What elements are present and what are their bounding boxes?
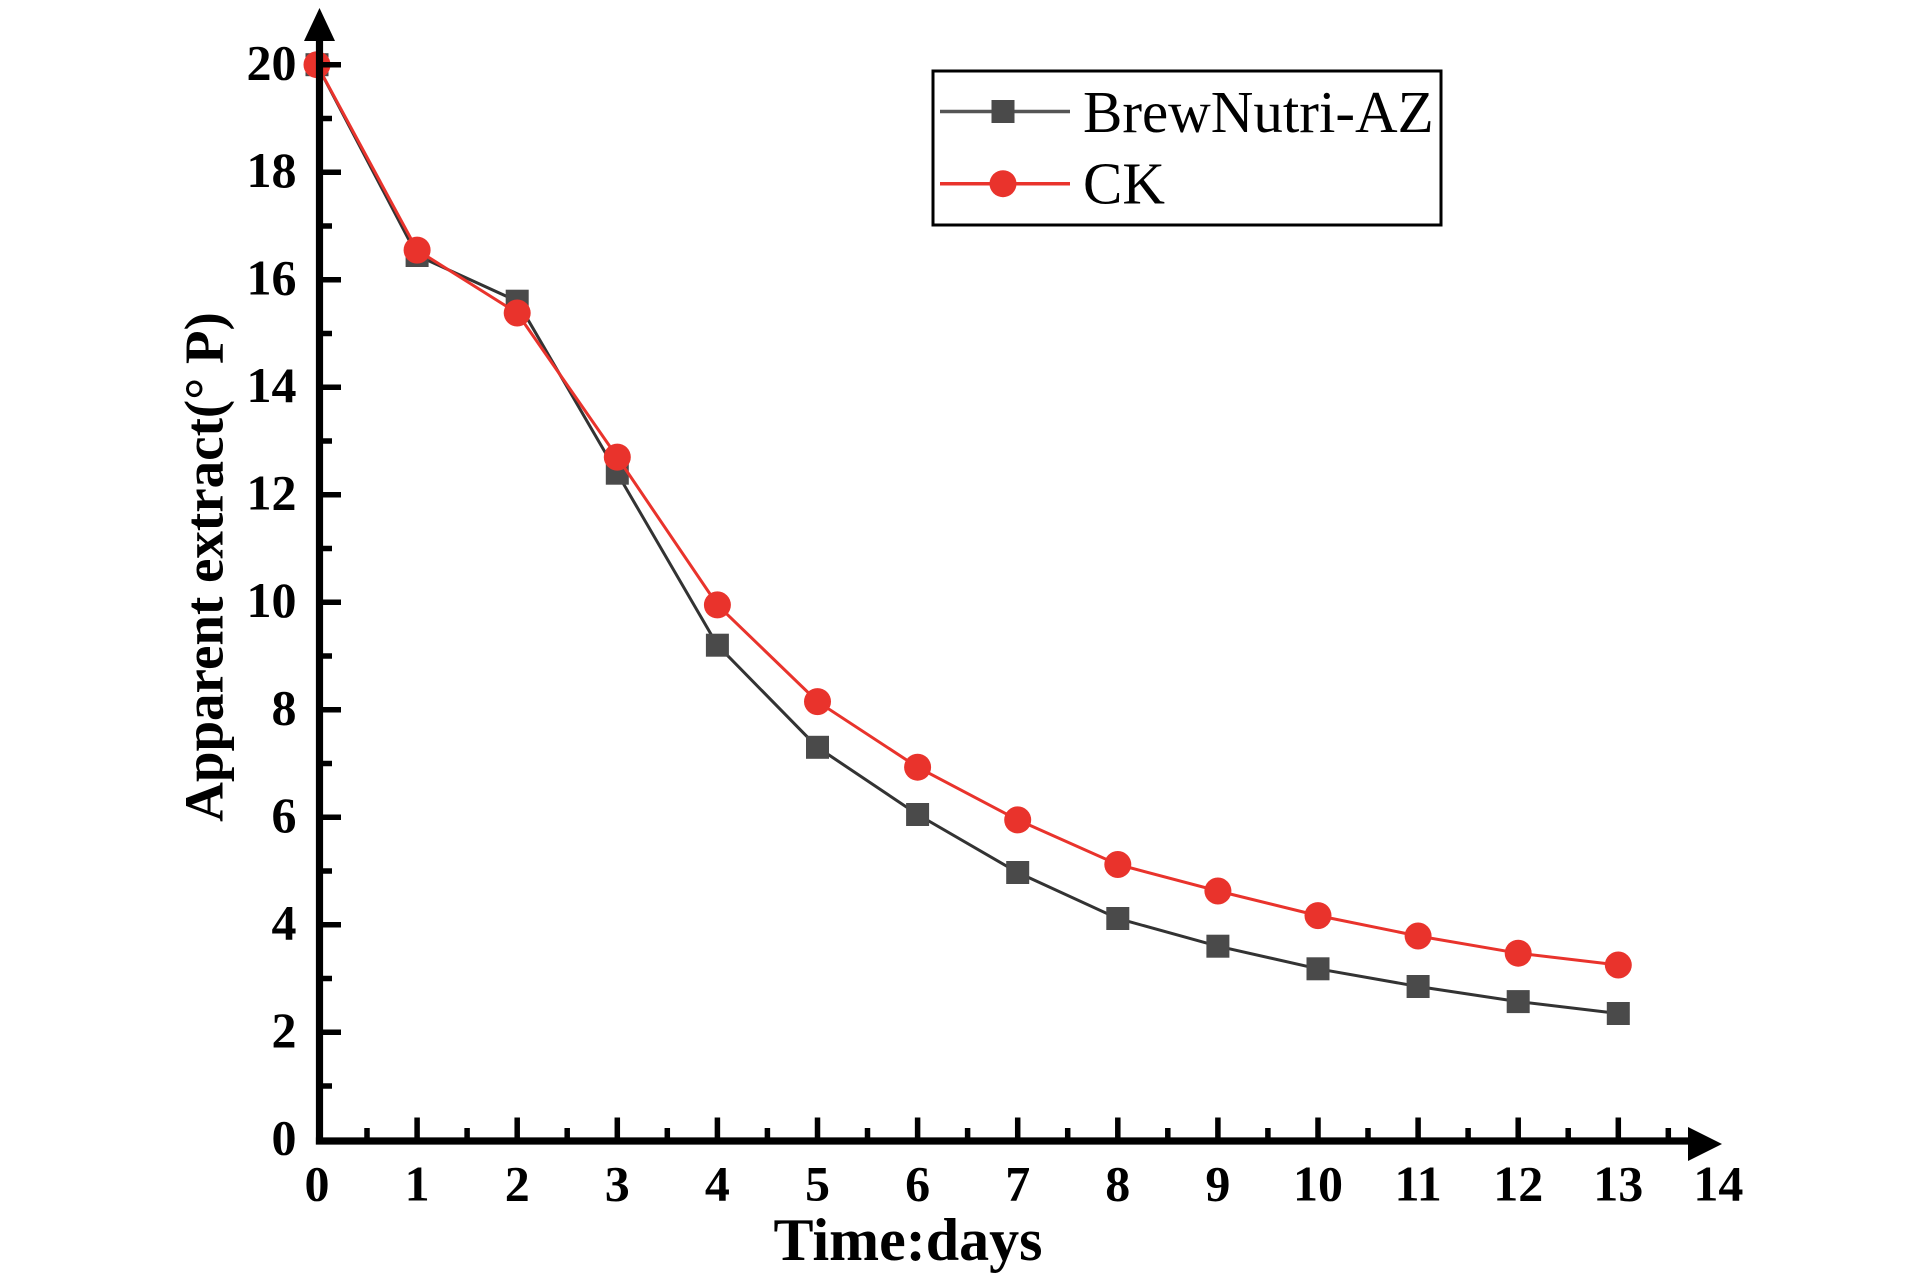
svg-text:14: 14: [247, 357, 297, 413]
svg-text:10: 10: [247, 572, 297, 628]
svg-text:7: 7: [1005, 1156, 1030, 1212]
svg-text:1: 1: [405, 1156, 430, 1212]
svg-text:10: 10: [1293, 1156, 1343, 1212]
svg-text:4: 4: [272, 895, 297, 951]
svg-text:9: 9: [1205, 1156, 1230, 1212]
svg-text:8: 8: [1105, 1156, 1130, 1212]
svg-text:3: 3: [605, 1156, 630, 1212]
svg-text:CK: CK: [1083, 150, 1165, 216]
svg-text:14: 14: [1693, 1156, 1743, 1212]
svg-text:2: 2: [272, 1002, 297, 1058]
svg-text:18: 18: [247, 142, 297, 198]
svg-text:13: 13: [1593, 1156, 1643, 1212]
svg-text:0: 0: [272, 1110, 297, 1166]
svg-text:Apparent extract(° P): Apparent extract(° P): [173, 312, 234, 822]
svg-text:12: 12: [1493, 1156, 1543, 1212]
svg-text:6: 6: [272, 787, 297, 843]
svg-text:16: 16: [247, 250, 297, 306]
svg-text:5: 5: [805, 1156, 830, 1212]
svg-text:8: 8: [272, 680, 297, 736]
svg-text:12: 12: [247, 465, 297, 521]
svg-text:Time:days: Time:days: [774, 1207, 1043, 1273]
svg-text:11: 11: [1394, 1156, 1441, 1212]
svg-text:6: 6: [905, 1156, 930, 1212]
svg-text:20: 20: [247, 35, 297, 91]
svg-text:4: 4: [705, 1156, 730, 1212]
svg-text:2: 2: [505, 1156, 530, 1212]
svg-text:BrewNutri-AZ: BrewNutri-AZ: [1083, 79, 1434, 145]
svg-text:0: 0: [305, 1156, 330, 1212]
